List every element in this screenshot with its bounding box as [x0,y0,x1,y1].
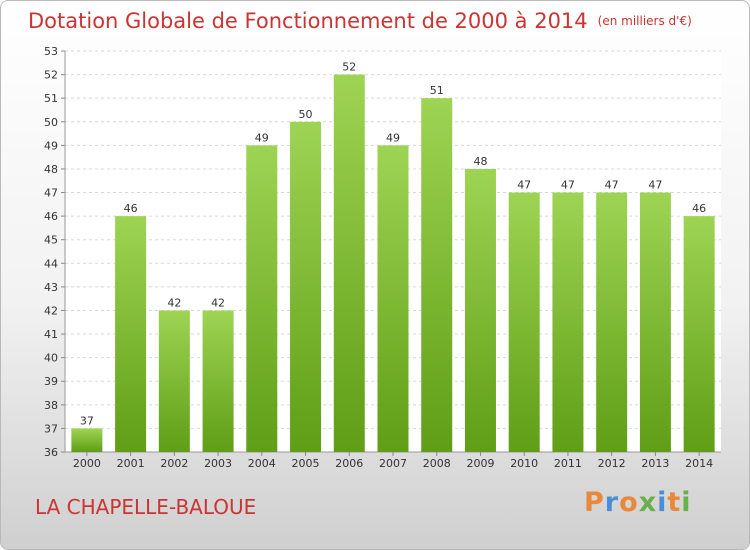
bar-2003 [202,310,234,452]
data-label-2012: 47 [605,179,619,192]
x-tick-label-2007: 2007 [379,457,407,470]
x-tick-label-2001: 2001 [117,457,145,470]
x-tick-label-2006: 2006 [335,457,363,470]
bar-2006 [333,74,365,453]
data-label-2000: 37 [80,414,94,427]
data-label-2009: 48 [473,155,487,168]
y-tick-label: 44 [44,257,58,270]
bar-2001 [115,216,147,452]
y-tick-label: 45 [44,234,58,247]
chart-subtitle: (en milliers d'€) [597,14,692,28]
bar-2008 [421,98,453,453]
proxiti-logo: Proxiti [584,487,692,518]
data-label-2001: 46 [124,202,138,215]
y-tick-label: 50 [44,116,58,129]
data-label-2004: 49 [255,131,269,144]
bar-2009 [464,168,496,453]
x-tick-label-2003: 2003 [204,457,232,470]
data-label-2014: 46 [692,202,706,215]
bar-2014 [683,216,715,452]
bar-2013 [639,192,671,452]
bar-2011 [552,192,584,452]
y-tick-label: 38 [44,399,58,412]
bar-2007 [377,145,409,452]
y-tick-label: 43 [44,281,58,294]
x-tick-label-2008: 2008 [423,457,451,470]
data-label-2010: 47 [517,179,531,192]
y-tick-label: 36 [44,446,58,459]
y-tick-label: 42 [44,304,58,317]
x-tick-label-2005: 2005 [292,457,320,470]
data-label-2002: 42 [167,296,181,309]
bar-2012 [596,192,628,452]
y-tick-label: 48 [44,163,58,176]
data-label-2011: 47 [561,179,575,192]
x-tick-label-2010: 2010 [510,457,538,470]
y-tick-label: 46 [44,210,58,223]
data-label-2006: 52 [342,61,356,74]
y-tick-label: 47 [44,187,58,200]
y-tick-label: 52 [44,69,58,82]
x-tick-label-2000: 2000 [73,457,101,470]
commune-name: LA CHAPELLE-BALOUE [35,495,257,519]
bar-2010 [508,192,540,452]
data-label-2005: 50 [299,108,313,121]
chart-title-text: Dotation Globale de Fonctionnement de 20… [28,9,588,33]
chart-title: Dotation Globale de Fonctionnement de 20… [28,9,692,33]
y-tick-label: 37 [44,422,58,435]
bar-2004 [246,145,278,452]
data-label-2013: 47 [648,179,662,192]
y-tick-label: 49 [44,139,58,152]
x-tick-label-2002: 2002 [160,457,188,470]
x-tick-label-2004: 2004 [248,457,276,470]
data-label-2007: 49 [386,131,400,144]
x-tick-label-2014: 2014 [685,457,713,470]
y-tick-label: 53 [44,45,58,58]
x-tick-label-2011: 2011 [554,457,582,470]
x-tick-label-2013: 2013 [641,457,669,470]
x-tick-label-2009: 2009 [466,457,494,470]
bar-2000 [71,428,103,452]
bar-2002 [158,310,190,452]
bar-2005 [290,121,322,452]
data-label-2003: 42 [211,296,225,309]
y-tick-label: 39 [44,375,58,388]
data-label-2008: 51 [430,84,444,97]
x-tick-label-2012: 2012 [598,457,626,470]
y-tick-label: 51 [44,92,58,105]
y-tick-label: 41 [44,328,58,341]
y-tick-label: 40 [44,352,58,365]
